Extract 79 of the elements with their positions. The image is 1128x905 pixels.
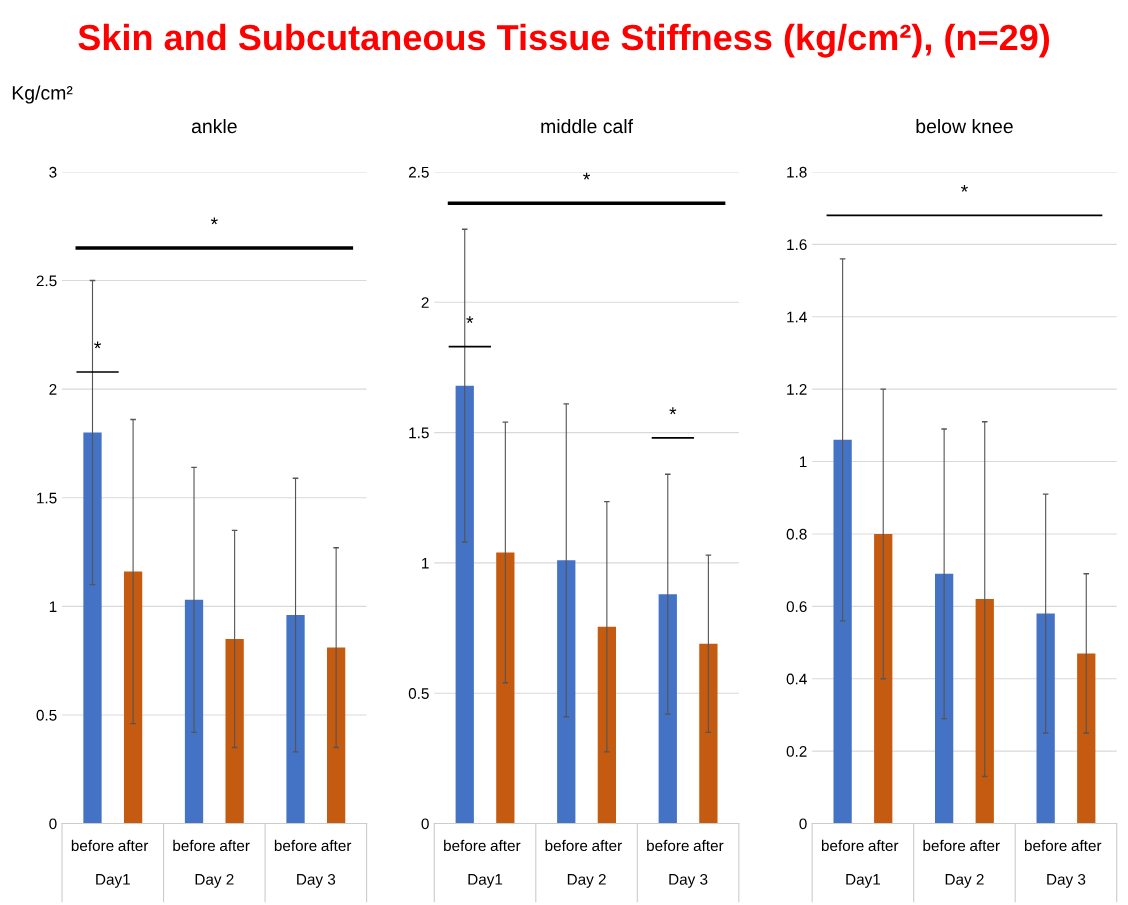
y-tick-label: 1.4 <box>787 311 807 323</box>
bar <box>935 573 954 824</box>
y-tick-label: 1.5 <box>37 492 57 504</box>
series-label: before <box>545 839 588 852</box>
text: after <box>693 839 724 852</box>
bar <box>327 647 346 824</box>
y-tick-label: 0.5 <box>36 709 57 721</box>
text: after <box>970 839 1000 852</box>
bar <box>83 432 102 824</box>
y-tick-label: 0.6 <box>786 601 807 613</box>
y-tick-label: 3 <box>49 166 57 178</box>
bar <box>597 626 616 824</box>
text: before <box>923 839 966 852</box>
text: after <box>592 839 622 852</box>
y-tick-label: 1 <box>799 456 807 468</box>
x-tick-label: Day1 <box>468 874 503 888</box>
annotation: * <box>669 407 677 415</box>
bar <box>1077 653 1096 824</box>
x-tick-label: Day 2 <box>567 873 606 888</box>
y-axis-title: Kg/cm² <box>12 85 73 104</box>
y-tick-label: 1 <box>49 601 57 612</box>
text: before <box>1024 839 1067 852</box>
y-tick-label: 0 <box>421 818 429 830</box>
text: after <box>321 839 352 852</box>
x-tick-label: Day1 <box>96 874 130 888</box>
y-tick-label: 0.8 <box>786 528 807 540</box>
x-tick-label: Day1 <box>846 874 881 888</box>
bar <box>699 643 718 824</box>
text: after <box>219 839 250 852</box>
y-tick-label: 1.8 <box>787 166 807 178</box>
x-tick-label: Day 3 <box>669 873 708 888</box>
y-tick-label: 2.5 <box>408 166 429 178</box>
y-tick-label: 1.6 <box>787 239 807 251</box>
y-tick-label: 0.4 <box>786 673 807 685</box>
y-tick-label: 1.2 <box>787 384 807 395</box>
chart-title: middle calf <box>541 118 634 134</box>
bar <box>833 439 852 824</box>
x-tick-label: Day 3 <box>297 873 336 888</box>
bar <box>874 533 893 824</box>
x-tick-label: Day 2 <box>195 873 234 888</box>
y-tick-label: 0.5 <box>408 688 429 699</box>
text: before <box>647 839 689 852</box>
series-label: after <box>118 839 149 852</box>
y-tick-label: 2 <box>421 297 429 308</box>
ref-line-label: * <box>210 217 218 225</box>
chart-title: below knee <box>916 118 1013 134</box>
chart-title: ankle <box>191 118 237 134</box>
annotation: * <box>94 341 102 349</box>
bar <box>225 638 244 824</box>
y-tick-label: 2 <box>49 384 57 395</box>
y-tick-label: 1 <box>422 557 429 569</box>
y-tick-label: 0 <box>799 818 807 830</box>
annotation: * <box>466 316 474 323</box>
bar <box>557 560 576 824</box>
text: Skin and Subcutaneous Tissue Stiffness (kg/cm²), (n=29) <box>78 23 1050 58</box>
ref-line-label: * <box>583 172 591 180</box>
series-label: after <box>868 839 899 852</box>
ref-line-label: * <box>960 184 968 192</box>
text: after <box>1071 839 1102 852</box>
bar <box>496 552 515 824</box>
text: before <box>71 839 114 852</box>
y-tick-label: 1.5 <box>409 427 429 439</box>
y-tick-label: 2.5 <box>36 275 57 287</box>
bar <box>658 594 677 824</box>
bar <box>1036 613 1055 824</box>
bar <box>184 599 204 824</box>
bar <box>455 385 474 824</box>
bar <box>975 599 994 824</box>
text: before <box>444 839 486 852</box>
y-tick-label: 0.2 <box>786 746 807 757</box>
x-tick-label: Day 2 <box>945 873 984 888</box>
series-label: after <box>490 839 521 852</box>
series-label: before <box>274 839 317 852</box>
x-tick-label: Day 3 <box>1047 873 1086 888</box>
y-tick-label: 0 <box>49 818 57 830</box>
text: before <box>173 839 215 852</box>
bar <box>286 615 305 824</box>
series-label: before <box>821 839 864 852</box>
bar <box>123 571 143 824</box>
